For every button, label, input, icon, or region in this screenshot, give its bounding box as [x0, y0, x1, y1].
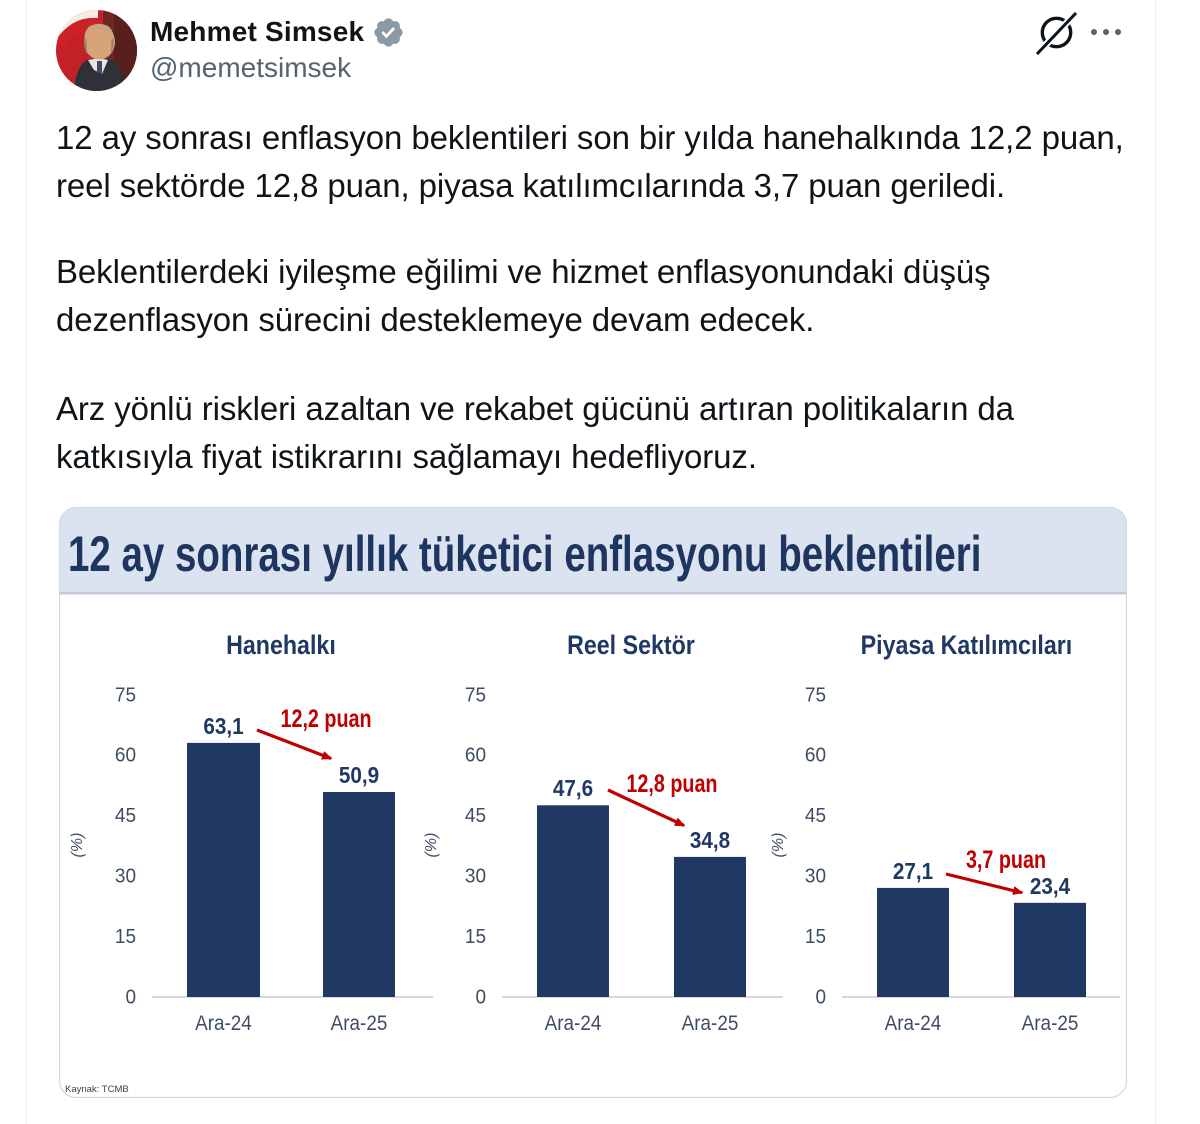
svg-text:Ara-25: Ara-25 [1022, 1012, 1079, 1035]
svg-text:45: 45 [115, 805, 136, 828]
svg-text:23,4: 23,4 [1030, 873, 1071, 899]
svg-text:47,6: 47,6 [553, 775, 593, 801]
svg-text:Ara-25: Ara-25 [682, 1012, 739, 1035]
svg-text:12 ay sonrası yıllık tüketici: 12 ay sonrası yıllık tüketici enflasyonu… [68, 527, 981, 582]
svg-text:Piyasa Katılımcıları: Piyasa Katılımcıları [861, 630, 1073, 660]
svg-text:15: 15 [465, 926, 486, 949]
svg-text:12,2 puan: 12,2 puan [281, 705, 372, 733]
svg-text:30: 30 [115, 865, 136, 888]
svg-text:0: 0 [475, 986, 486, 1009]
svg-text:34,8: 34,8 [690, 827, 730, 853]
svg-text:Kaynak: TCMB: Kaynak: TCMB [65, 1084, 129, 1095]
svg-text:50,9: 50,9 [339, 762, 379, 788]
svg-text:63,1: 63,1 [203, 713, 243, 739]
svg-text:30: 30 [805, 865, 826, 888]
svg-text:15: 15 [805, 926, 826, 949]
svg-text:Reel Sektör: Reel Sektör [567, 630, 695, 660]
svg-text:12,8 puan: 12,8 puan [626, 770, 717, 798]
svg-text:75: 75 [805, 684, 826, 707]
svg-text:Ara-25: Ara-25 [331, 1012, 388, 1035]
svg-text:30: 30 [465, 865, 486, 888]
svg-text:(%): (%) [423, 833, 440, 858]
svg-text:60: 60 [465, 744, 486, 767]
svg-text:Ara-24: Ara-24 [195, 1012, 252, 1035]
svg-text:60: 60 [805, 744, 826, 767]
svg-text:75: 75 [465, 684, 486, 707]
svg-text:60: 60 [115, 744, 136, 767]
svg-text:0: 0 [125, 986, 136, 1009]
svg-text:3,7 puan: 3,7 puan [966, 846, 1046, 874]
svg-text:45: 45 [465, 805, 486, 828]
svg-text:15: 15 [115, 926, 136, 949]
svg-text:Ara-24: Ara-24 [885, 1012, 942, 1035]
svg-text:Hanehalkı: Hanehalkı [226, 630, 336, 660]
svg-text:0: 0 [815, 986, 826, 1009]
svg-text:(%): (%) [69, 833, 86, 858]
svg-text:Ara-24: Ara-24 [545, 1012, 602, 1035]
svg-text:75: 75 [115, 684, 136, 707]
svg-text:(%): (%) [770, 833, 787, 858]
svg-text:27,1: 27,1 [893, 858, 933, 884]
svg-text:45: 45 [805, 805, 826, 828]
